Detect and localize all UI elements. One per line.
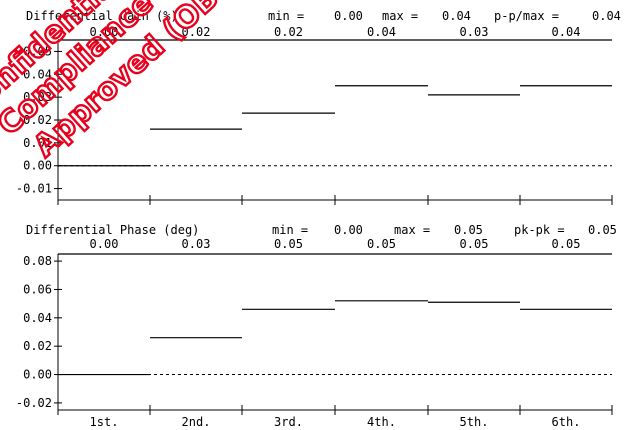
phase-min-value: 0.00 [334, 223, 363, 237]
watermark-stamp: Confidential Compliance Approved (OBS) [0, 0, 253, 165]
y-tick-label: 0.05 [23, 44, 52, 58]
phase-steps [58, 300, 612, 376]
gain-min-label: min = [268, 9, 304, 23]
y-tick-label: 0.04 [23, 311, 52, 325]
y-tick-label: 0.01 [23, 136, 52, 150]
gain-min-value: 0.00 [334, 9, 363, 23]
segment-value-label: 0.02 [182, 25, 211, 39]
category-labels: 1st. 2nd. 3rd. 4th. 5th. 6th. [90, 415, 581, 429]
gain-value-labels: 0.00 0.02 0.02 0.04 0.03 0.04 [90, 25, 581, 39]
segment-value-label: 0.05 [552, 237, 581, 251]
phase-panel: Differential Phase (deg) min = 0.00 max … [16, 223, 617, 415]
y-tick-label: 0.06 [23, 282, 52, 296]
segment-value-label: 0.02 [274, 25, 303, 39]
gain-steps [58, 85, 612, 167]
segment-value-label: 0.00 [90, 237, 119, 251]
y-tick-label: 0.02 [23, 113, 52, 127]
segment-value-label: 0.03 [182, 237, 211, 251]
gain-title: Differential Gain (%) [26, 9, 178, 23]
y-tick-label: -0.01 [16, 182, 52, 196]
segment-value-label: 0.03 [460, 25, 489, 39]
gain-pp-value: 0.04 [592, 9, 621, 23]
y-tick-label: 0.00 [23, 159, 52, 173]
segment-value-label: 0.05 [460, 237, 489, 251]
segment-value-label: 0.04 [552, 25, 581, 39]
segment-value-label: 0.05 [274, 237, 303, 251]
category-label: 2nd. [182, 415, 211, 429]
category-label: 3rd. [274, 415, 303, 429]
y-tick-label: 0.03 [23, 90, 52, 104]
segment-value-label: 0.04 [367, 25, 396, 39]
phase-max-value: 0.05 [454, 223, 483, 237]
gain-pp-label: p-p/max = [494, 9, 559, 23]
segment-value-label: 0.00 [90, 25, 119, 39]
gain-max-label: max = [382, 9, 418, 23]
phase-value-labels: 0.00 0.03 0.05 0.05 0.05 0.05 [90, 237, 581, 251]
y-tick-label: 0.00 [23, 368, 52, 382]
phase-axes: 0.08 0.06 0.04 0.02 0.00 -0.02 [16, 253, 613, 415]
phase-min-label: min = [272, 223, 308, 237]
y-tick-label: -0.02 [16, 396, 52, 410]
phase-max-label: max = [394, 223, 430, 237]
category-label: 5th. [460, 415, 489, 429]
phase-title: Differential Phase (deg) [26, 223, 199, 237]
gain-panel: Differential Gain (%) min = 0.00 max = 0… [16, 9, 621, 205]
category-label: 4th. [367, 415, 396, 429]
y-tick-label: 0.08 [23, 254, 52, 268]
segment-value-label: 0.05 [367, 237, 396, 251]
phase-pp-label: pk-pk = [514, 223, 565, 237]
y-tick-label: 0.04 [23, 67, 52, 81]
category-label: 1st. [90, 415, 119, 429]
y-tick-label: 0.02 [23, 339, 52, 353]
gain-axes: 0.05 0.04 0.03 0.02 0.01 0.00 -0.01 [16, 39, 613, 205]
category-label: 6th. [552, 415, 581, 429]
gain-max-value: 0.04 [442, 9, 471, 23]
phase-pp-value: 0.05 [588, 223, 617, 237]
